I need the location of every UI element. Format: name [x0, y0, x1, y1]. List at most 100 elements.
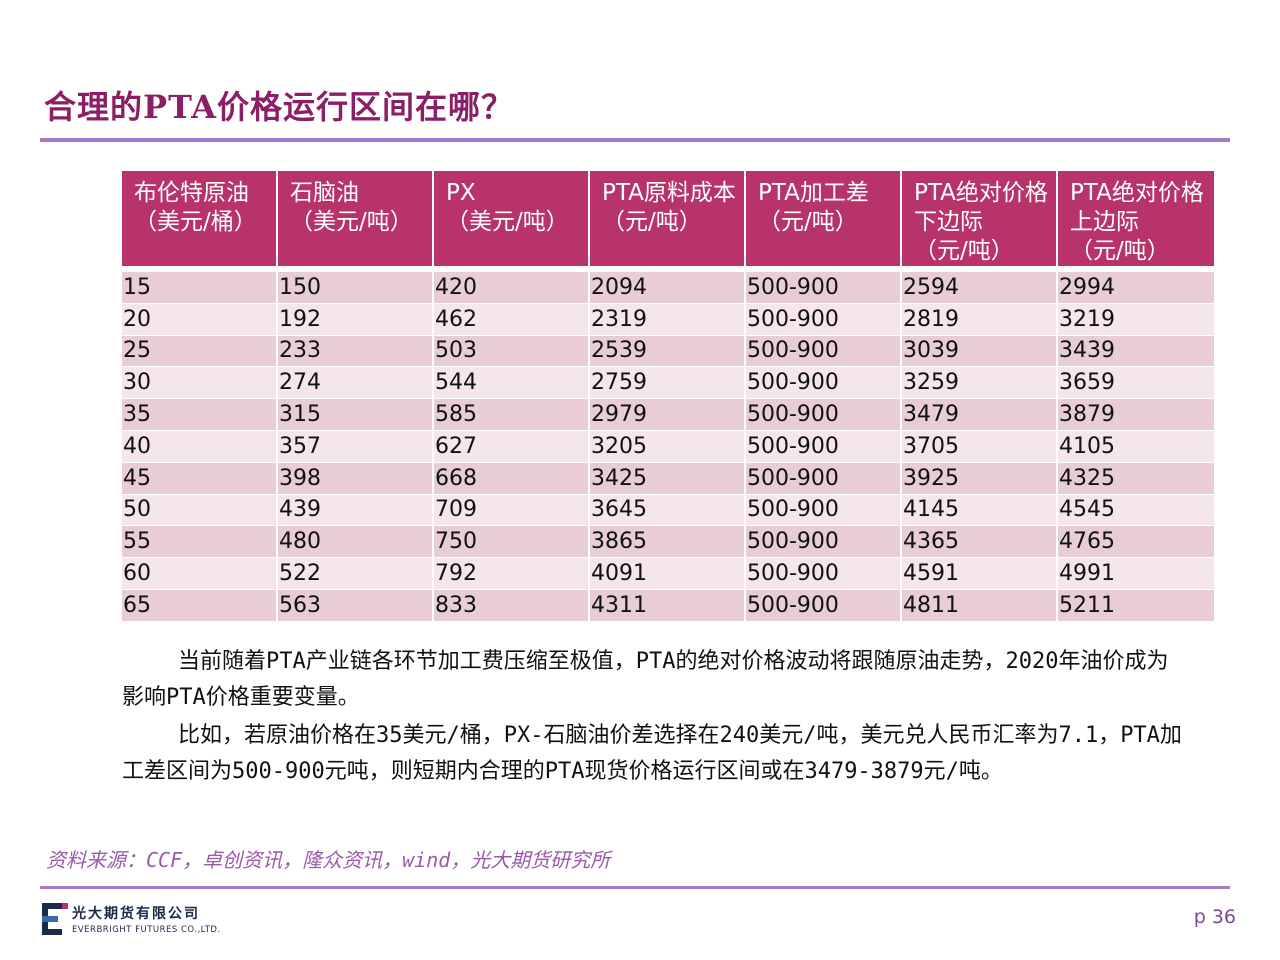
cell-pta-spread: 500-900 [746, 399, 902, 431]
cell-pta-lower: 4365 [902, 526, 1058, 559]
cell-naphtha: 315 [278, 399, 434, 431]
table-row: 55 480 750 3865 500-900 4365 4765 [122, 526, 1214, 559]
cell-pta-lower: 3705 [902, 430, 1058, 463]
cell-px: 750 [434, 526, 590, 559]
title-divider [40, 138, 1230, 142]
header-brent: 布伦特原油 （美元/桶） [122, 171, 278, 272]
cell-pta-cost: 3205 [590, 430, 746, 463]
cell-pta-lower: 3039 [902, 335, 1058, 368]
cell-px: 627 [434, 430, 590, 463]
cell-pta-spread: 500-900 [746, 430, 902, 463]
cell-pta-lower: 4591 [902, 558, 1058, 590]
cell-brent: 55 [122, 526, 278, 559]
table-row: 15 150 420 2094 500-900 2594 2994 [122, 272, 1214, 304]
logo-english-name: EVERBRIGHT FUTURES CO.,LTD. [72, 925, 221, 935]
cell-px: 585 [434, 399, 590, 431]
cell-naphtha: 439 [278, 494, 434, 527]
cell-pta-cost: 2759 [590, 367, 746, 400]
cell-pta-spread: 500-900 [746, 303, 902, 336]
cell-naphtha: 398 [278, 462, 434, 495]
cell-brent: 15 [122, 272, 278, 304]
table-row: 40 357 627 3205 500-900 3705 4105 [122, 430, 1214, 463]
cell-brent: 20 [122, 303, 278, 336]
cell-pta-upper: 4325 [1058, 462, 1214, 495]
logo-chinese-name: 光大期货有限公司 [72, 906, 200, 922]
cell-pta-cost: 2319 [590, 303, 746, 336]
table-row: 45 398 668 3425 500-900 3925 4325 [122, 462, 1214, 495]
cell-pta-spread: 500-900 [746, 558, 902, 590]
cell-pta-spread: 500-900 [746, 367, 902, 400]
cell-pta-spread: 500-900 [746, 335, 902, 368]
cell-pta-lower: 2819 [902, 303, 1058, 336]
cell-brent: 65 [122, 589, 278, 622]
header-px: PX （美元/吨） [434, 171, 590, 272]
cell-naphtha: 480 [278, 526, 434, 559]
cell-brent: 50 [122, 494, 278, 527]
cell-brent: 30 [122, 367, 278, 400]
header-pta-upper: PTA绝对价格上边际 （元/吨） [1058, 171, 1214, 272]
cell-pta-spread: 500-900 [746, 272, 902, 304]
cell-pta-lower: 4811 [902, 589, 1058, 622]
cell-pta-lower: 3259 [902, 367, 1058, 400]
cell-brent: 40 [122, 430, 278, 463]
cell-px: 544 [434, 367, 590, 400]
table-row: 25 233 503 2539 500-900 3039 3439 [122, 335, 1214, 368]
cell-pta-lower: 4145 [902, 494, 1058, 527]
cell-brent: 60 [122, 558, 278, 590]
cell-brent: 25 [122, 335, 278, 368]
page-number: p 36 [1193, 906, 1236, 928]
cell-px: 462 [434, 303, 590, 336]
footer-divider [40, 886, 1230, 889]
cell-pta-spread: 500-900 [746, 589, 902, 622]
company-logo: 光大期货有限公司 EVERBRIGHT FUTURES CO.,LTD. [42, 903, 221, 935]
table-row: 50 439 709 3645 500-900 4145 4545 [122, 494, 1214, 527]
cell-pta-upper: 4545 [1058, 494, 1214, 527]
cell-pta-upper: 5211 [1058, 589, 1214, 622]
cell-pta-lower: 2594 [902, 272, 1058, 304]
source-note: 资料来源：CCF，卓创资讯，隆众资讯，wind，光大期货研究所 [46, 848, 611, 872]
cell-pta-upper: 4991 [1058, 558, 1214, 590]
cell-naphtha: 274 [278, 367, 434, 400]
cell-pta-lower: 3925 [902, 462, 1058, 495]
cell-pta-spread: 500-900 [746, 494, 902, 527]
cell-pta-spread: 500-900 [746, 462, 902, 495]
table-row: 60 522 792 4091 500-900 4591 4991 [122, 558, 1214, 590]
price-table: 布伦特原油 （美元/桶） 石脑油 （美元/吨） PX （美元/吨） PTA原料成… [122, 171, 1214, 622]
cell-pta-cost: 2979 [590, 399, 746, 431]
cell-pta-upper: 4765 [1058, 526, 1214, 559]
table-row: 30 274 544 2759 500-900 3259 3659 [122, 367, 1214, 400]
cell-pta-upper: 3219 [1058, 303, 1214, 336]
cell-px: 420 [434, 272, 590, 304]
header-pta-spread: PTA加工差 （元/吨） [746, 171, 902, 272]
cell-pta-cost: 3865 [590, 526, 746, 559]
table-row: 35 315 585 2979 500-900 3479 3879 [122, 399, 1214, 431]
cell-px: 503 [434, 335, 590, 368]
cell-naphtha: 150 [278, 272, 434, 304]
cell-pta-cost: 2539 [590, 335, 746, 368]
cell-naphtha: 563 [278, 589, 434, 622]
paragraph-example: 比如，若原油价格在35美元/桶，PX-石脑油价差选择在240美元/吨，美元兑人民… [122, 723, 1182, 784]
cell-naphtha: 522 [278, 558, 434, 590]
cell-pta-cost: 3645 [590, 494, 746, 527]
cell-pta-lower: 3479 [902, 399, 1058, 431]
cell-pta-spread: 500-900 [746, 526, 902, 559]
cell-naphtha: 357 [278, 430, 434, 463]
table-header-row: 布伦特原油 （美元/桶） 石脑油 （美元/吨） PX （美元/吨） PTA原料成… [122, 171, 1214, 272]
header-pta-cost: PTA原料成本 （元/吨） [590, 171, 746, 272]
table-row: 65 563 833 4311 500-900 4811 5211 [122, 589, 1214, 622]
cell-brent: 35 [122, 399, 278, 431]
cell-pta-cost: 4091 [590, 558, 746, 590]
cell-pta-upper: 2994 [1058, 272, 1214, 304]
paragraph-trend: 当前随着PTA产业链各环节加工费压缩至极值，PTA的绝对价格波动将跟随原油走势，… [122, 649, 1169, 710]
table-row: 20 192 462 2319 500-900 2819 3219 [122, 303, 1214, 336]
cell-brent: 45 [122, 462, 278, 495]
cell-pta-upper: 3659 [1058, 367, 1214, 400]
header-naphtha: 石脑油 （美元/吨） [278, 171, 434, 272]
cell-naphtha: 192 [278, 303, 434, 336]
cell-px: 709 [434, 494, 590, 527]
header-pta-lower: PTA绝对价格下边际 （元/吨） [902, 171, 1058, 272]
cell-naphtha: 233 [278, 335, 434, 368]
cell-px: 668 [434, 462, 590, 495]
cell-px: 833 [434, 589, 590, 622]
cell-pta-cost: 2094 [590, 272, 746, 304]
